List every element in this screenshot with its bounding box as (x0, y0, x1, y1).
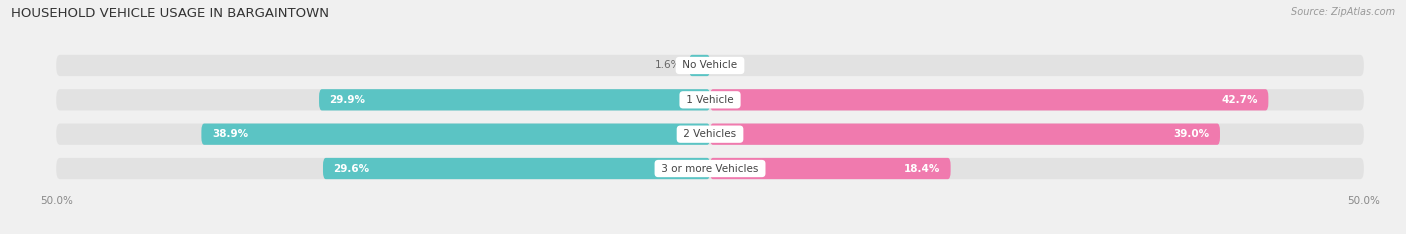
Text: 0.0%: 0.0% (718, 60, 744, 70)
Text: 39.0%: 39.0% (1174, 129, 1209, 139)
FancyBboxPatch shape (56, 124, 1364, 145)
Text: No Vehicle: No Vehicle (679, 60, 741, 70)
Text: Source: ZipAtlas.com: Source: ZipAtlas.com (1291, 7, 1395, 17)
Text: HOUSEHOLD VEHICLE USAGE IN BARGAINTOWN: HOUSEHOLD VEHICLE USAGE IN BARGAINTOWN (11, 7, 329, 20)
FancyBboxPatch shape (710, 89, 1268, 110)
Text: 29.9%: 29.9% (329, 95, 366, 105)
Text: 42.7%: 42.7% (1222, 95, 1258, 105)
Text: 29.6%: 29.6% (333, 164, 370, 174)
FancyBboxPatch shape (323, 158, 710, 179)
FancyBboxPatch shape (201, 124, 710, 145)
Text: 18.4%: 18.4% (904, 164, 941, 174)
Text: 3 or more Vehicles: 3 or more Vehicles (658, 164, 762, 174)
FancyBboxPatch shape (710, 158, 950, 179)
FancyBboxPatch shape (710, 124, 1220, 145)
FancyBboxPatch shape (56, 158, 1364, 179)
Text: 1 Vehicle: 1 Vehicle (683, 95, 737, 105)
FancyBboxPatch shape (319, 89, 710, 110)
FancyBboxPatch shape (56, 55, 1364, 76)
FancyBboxPatch shape (689, 55, 710, 76)
Text: 2 Vehicles: 2 Vehicles (681, 129, 740, 139)
Text: 1.6%: 1.6% (655, 60, 682, 70)
Text: 38.9%: 38.9% (212, 129, 247, 139)
FancyBboxPatch shape (56, 89, 1364, 110)
